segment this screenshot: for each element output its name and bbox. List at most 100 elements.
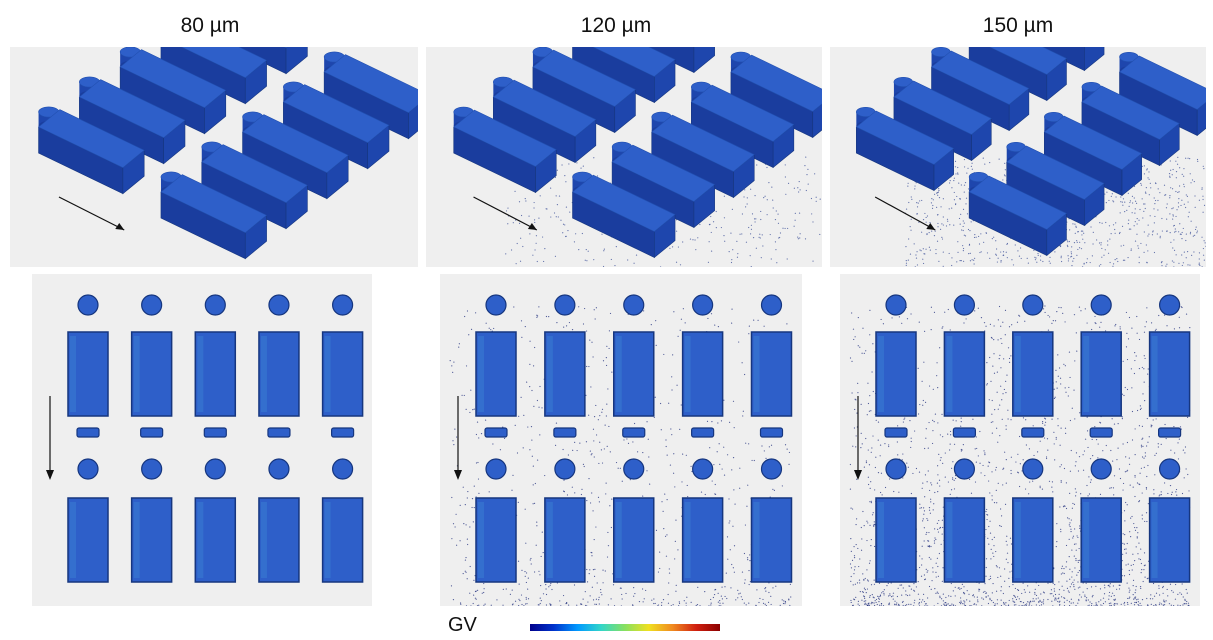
top-view-bar xyxy=(331,427,355,438)
iso-block xyxy=(651,114,755,199)
iso-block xyxy=(453,109,557,194)
top-view-rect xyxy=(1080,497,1122,583)
iso-block xyxy=(78,79,186,165)
iso-render-120 xyxy=(426,47,822,267)
top-view-bar xyxy=(203,427,227,438)
iso-render-80 xyxy=(10,47,418,267)
iso-block xyxy=(38,109,145,195)
top-view-circle xyxy=(332,294,354,316)
top-view-rect xyxy=(67,497,109,583)
top-view-bar xyxy=(759,427,784,438)
iso-block xyxy=(893,80,992,162)
iso-block xyxy=(611,144,716,229)
top-view-circle xyxy=(1090,294,1112,316)
top-view-circle xyxy=(1159,458,1181,480)
top-view-circle xyxy=(1022,294,1044,316)
top-view-bar xyxy=(553,427,577,438)
iso-block xyxy=(242,114,349,200)
top-view-circle xyxy=(1022,458,1044,480)
top-view-circle xyxy=(1159,294,1181,316)
iso-block xyxy=(968,175,1068,257)
top-view-rect xyxy=(875,497,917,583)
iso-block xyxy=(532,49,636,134)
top-view-rect xyxy=(943,497,986,583)
top-view-circle xyxy=(554,458,576,480)
iso-block xyxy=(1043,115,1143,197)
iso-block xyxy=(1006,145,1105,227)
top-view-bar xyxy=(952,427,977,438)
top-view-rect xyxy=(194,497,237,583)
iso-block xyxy=(492,79,597,164)
top-view-rect xyxy=(258,497,300,583)
top-view-render-150 xyxy=(840,274,1200,606)
top-view-bar xyxy=(622,427,646,438)
top-view-rect xyxy=(1148,497,1191,583)
top-view-circle xyxy=(760,294,783,316)
top-view-bar xyxy=(1089,427,1113,438)
iso-block xyxy=(160,174,268,260)
top-view-circle xyxy=(485,458,507,480)
top-view-bar xyxy=(267,427,291,438)
top-view-rect xyxy=(750,331,793,417)
top-view-circle xyxy=(332,458,354,480)
top-view-circle xyxy=(623,294,645,316)
top-view-circle xyxy=(204,458,226,480)
top-view-bar xyxy=(1158,427,1182,438)
top-view-rect xyxy=(613,497,655,583)
direction-arrow-head xyxy=(115,223,125,230)
direction-arrow-line xyxy=(874,196,936,231)
top-view-rect xyxy=(681,497,724,583)
top-view-bar xyxy=(140,427,164,438)
top-view-circle xyxy=(77,458,99,480)
top-view-circle xyxy=(953,458,976,480)
top-view-circle xyxy=(141,294,163,316)
top-view-rect xyxy=(1012,497,1054,583)
direction-arrow-head xyxy=(454,470,462,480)
top-view-rect xyxy=(544,497,586,583)
column-title-120: 120 µm xyxy=(580,14,652,37)
top-view-circle xyxy=(623,458,645,480)
top-view-render-80 xyxy=(32,274,372,606)
top-view-rect xyxy=(258,331,300,417)
top-view-circle xyxy=(692,458,714,480)
direction-arrow-head xyxy=(926,223,936,230)
top-view-bar xyxy=(76,427,100,438)
iso-block xyxy=(930,50,1030,132)
direction-arrow-line xyxy=(58,196,125,231)
iso-block xyxy=(323,54,418,140)
top-view-rect xyxy=(194,331,237,417)
top-view-bar xyxy=(691,427,715,438)
gray-value-colorbar xyxy=(530,624,720,631)
top-view-rect xyxy=(875,331,917,417)
iso-block xyxy=(1081,85,1180,167)
direction-arrow-head xyxy=(854,470,862,480)
top-view-circle xyxy=(485,294,507,316)
iso-render-150 xyxy=(830,47,1206,267)
iso-block xyxy=(968,47,1068,102)
iso-block xyxy=(282,84,390,170)
iso-block xyxy=(119,49,227,135)
iso-block xyxy=(730,54,822,139)
top-view-rect xyxy=(321,331,364,417)
direction-arrow-line xyxy=(473,196,538,231)
direction-arrow-head xyxy=(527,223,537,230)
top-view-rect xyxy=(130,497,173,583)
iso-block xyxy=(690,84,795,169)
iso-block xyxy=(571,174,676,259)
top-view-rect xyxy=(1012,331,1054,417)
top-view-circle xyxy=(268,458,290,480)
direction-arrow-head xyxy=(46,470,54,480)
top-view-rect xyxy=(544,331,586,417)
column-title-80: 80 µm xyxy=(180,14,240,37)
top-view-bar xyxy=(884,427,908,438)
top-view-circle xyxy=(77,294,99,316)
top-view-rect xyxy=(750,497,793,583)
top-view-circle xyxy=(554,294,576,316)
top-view-circle xyxy=(885,294,907,316)
top-view-circle xyxy=(760,458,783,480)
top-view-circle xyxy=(1090,458,1112,480)
column-title-150: 150 µm xyxy=(982,14,1054,37)
top-view-render-120 xyxy=(440,274,802,606)
top-view-circle xyxy=(953,294,976,316)
top-view-rect xyxy=(475,331,517,417)
